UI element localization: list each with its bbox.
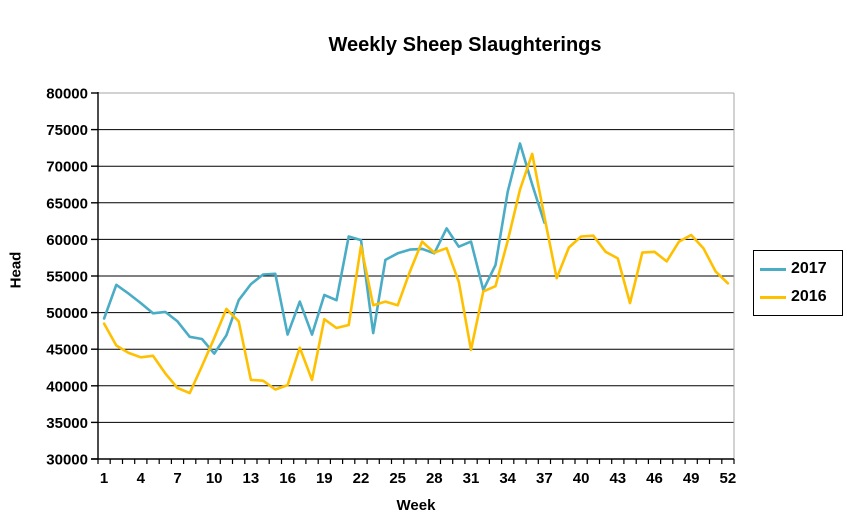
y-tick-label: 35000 <box>46 415 88 432</box>
legend-entry-2016: 2016 <box>760 289 836 305</box>
x-tick-label: 25 <box>389 470 406 487</box>
x-tick-label: 22 <box>353 470 370 487</box>
x-tick-label: 43 <box>609 470 626 487</box>
y-axis-title: Head <box>7 251 25 289</box>
legend-label-2016: 2016 <box>791 288 827 305</box>
legend-line-swatch-2017 <box>760 267 786 271</box>
y-tick-label: 70000 <box>46 159 88 176</box>
y-tick-label: 30000 <box>46 452 88 469</box>
series-2017-line <box>102 142 546 355</box>
legend-entry-2017: 2017 <box>760 261 836 277</box>
x-tick-label: 16 <box>279 470 296 487</box>
x-tick-label: 34 <box>499 470 516 487</box>
legend: 2017 2016 <box>753 250 843 316</box>
x-tick-label: 49 <box>683 470 700 487</box>
x-tick-label: 13 <box>243 470 260 487</box>
legend-line-swatch-2016 <box>760 295 786 299</box>
y-tick-label: 55000 <box>46 269 88 286</box>
x-tick-label: 40 <box>573 470 590 487</box>
y-tick-label: 80000 <box>46 86 88 103</box>
y-tick-label: 50000 <box>46 305 88 322</box>
x-axis-title: Week <box>396 497 436 514</box>
x-tick-label: 46 <box>646 470 663 487</box>
y-tick-label: 60000 <box>46 232 88 249</box>
x-tick-label: 52 <box>720 470 737 487</box>
y-tick-label: 45000 <box>46 342 88 359</box>
x-tick-label: 28 <box>426 470 443 487</box>
legend-label-2017: 2017 <box>791 260 827 277</box>
y-tick-label: 65000 <box>46 195 88 212</box>
y-tick-label: 40000 <box>46 378 88 395</box>
y-tick-label: 75000 <box>46 122 88 139</box>
x-tick-label: 4 <box>137 470 146 487</box>
chart-title: Weekly Sheep Slaughterings <box>328 34 602 56</box>
x-tick-label: 19 <box>316 470 333 487</box>
x-tick-label: 31 <box>463 470 480 487</box>
x-tick-label: 7 <box>173 470 181 487</box>
series-2016-line <box>102 152 730 395</box>
x-tick-label: 37 <box>536 470 553 487</box>
x-tick-label: 1 <box>100 470 108 487</box>
x-tick-label: 10 <box>206 470 223 487</box>
